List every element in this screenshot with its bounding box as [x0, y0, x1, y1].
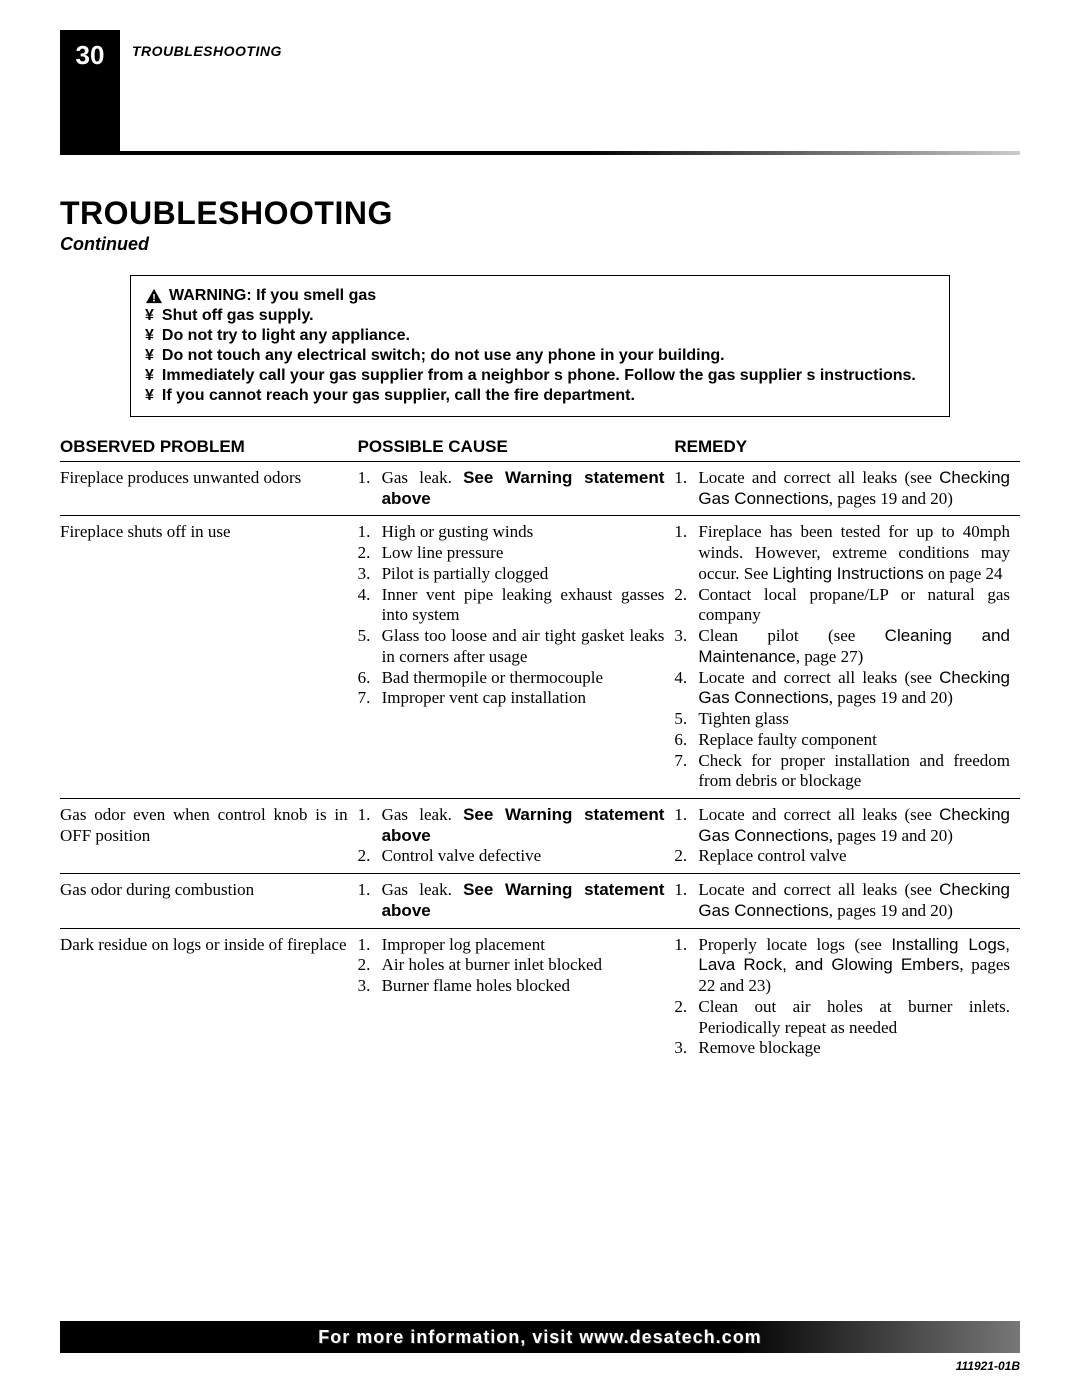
observed-problem: Gas odor even when control knob is in OF… — [60, 799, 358, 874]
table-row: Gas odor during combustionGas leak. See … — [60, 874, 1020, 928]
troubleshooting-table: OBSERVED PROBLEM POSSIBLE CAUSE REMEDY F… — [60, 435, 1020, 1065]
remedy: Locate and correct all leaks (see Checki… — [674, 799, 1020, 874]
possible-cause: Improper log placementAir holes at burne… — [358, 928, 675, 1065]
page-header: 30 TROUBLESHOOTING — [60, 30, 1020, 155]
possible-cause: Gas leak. See Warning statement aboveCon… — [358, 799, 675, 874]
col-header-observed: OBSERVED PROBLEM — [60, 435, 358, 462]
warning-bullet: ¥Immediately call your gas supplier from… — [145, 366, 935, 386]
observed-problem: Gas odor during combustion — [60, 874, 358, 928]
table-row: Fireplace shuts off in useHigh or gustin… — [60, 516, 1020, 799]
table-row: Fireplace produces unwanted odorsGas lea… — [60, 462, 1020, 516]
page-number-box: 30 — [60, 30, 120, 155]
warning-icon: ! — [145, 288, 163, 304]
header-section-label: TROUBLESHOOTING — [132, 43, 282, 155]
footer-bar: For more information, visit www.desatech… — [60, 1321, 1020, 1353]
remedy: Locate and correct all leaks (see Checki… — [674, 462, 1020, 516]
page-subtitle: Continued — [60, 234, 1020, 255]
warning-bullet: ¥Do not try to light any appliance. — [145, 326, 935, 346]
warning-box: ! WARNING: If you smell gas ¥Shut off ga… — [130, 275, 950, 417]
warning-bullet: ¥If you cannot reach your gas supplier, … — [145, 386, 935, 406]
warning-lead: WARNING: If you smell gas — [169, 286, 376, 306]
remedy: Locate and correct all leaks (see Checki… — [674, 874, 1020, 928]
warning-bullet: ¥Shut off gas supply. — [145, 306, 935, 326]
warning-bullet: ¥Do not touch any electrical switch; do … — [145, 346, 935, 366]
table-row: Dark residue on logs or inside of firepl… — [60, 928, 1020, 1065]
observed-problem: Fireplace shuts off in use — [60, 516, 358, 799]
page-number: 30 — [76, 40, 105, 71]
page-title: TROUBLESHOOTING — [60, 195, 1020, 232]
table-row: Gas odor even when control knob is in OF… — [60, 799, 1020, 874]
observed-problem: Fireplace produces unwanted odors — [60, 462, 358, 516]
col-header-cause: POSSIBLE CAUSE — [358, 435, 675, 462]
svg-text:!: ! — [152, 292, 156, 304]
observed-problem: Dark residue on logs or inside of firepl… — [60, 928, 358, 1065]
possible-cause: Gas leak. See Warning statement above — [358, 462, 675, 516]
remedy: Properly locate logs (see Installing Log… — [674, 928, 1020, 1065]
remedy: Fireplace has been tested for up to 40mp… — [674, 516, 1020, 799]
possible-cause: High or gusting windsLow line pressurePi… — [358, 516, 675, 799]
document-id: 111921-01B — [956, 1359, 1020, 1373]
possible-cause: Gas leak. See Warning statement above — [358, 874, 675, 928]
col-header-remedy: REMEDY — [674, 435, 1020, 462]
